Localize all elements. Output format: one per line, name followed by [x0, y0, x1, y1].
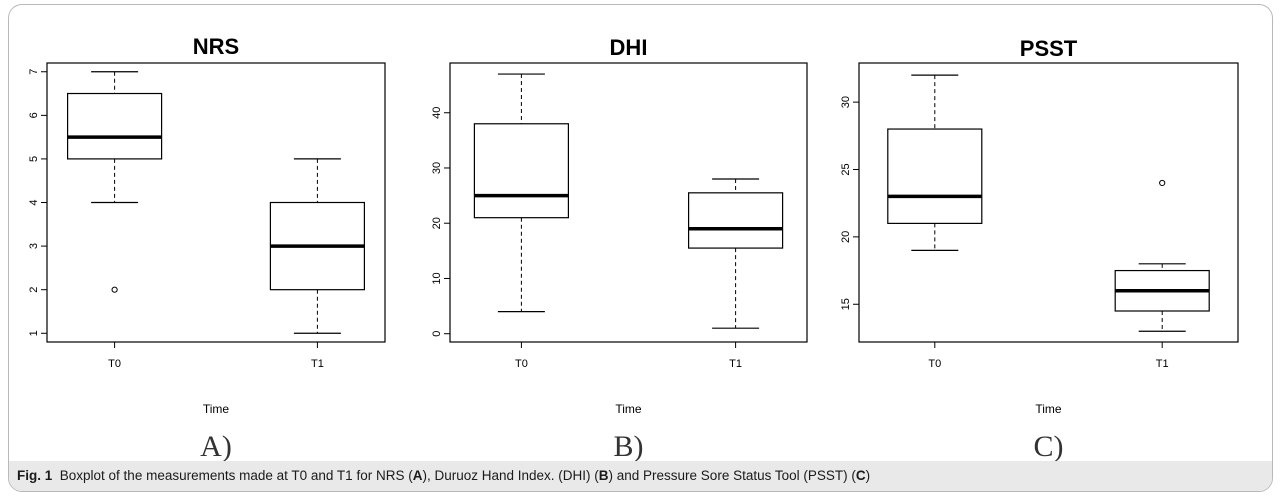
outlier-point: [111, 286, 118, 293]
iqr-box: [687, 192, 784, 249]
chart-title: PSST: [1020, 36, 1078, 61]
y-tick-label: 3: [28, 243, 40, 249]
y-tick-label: 40: [431, 107, 443, 119]
x-tick-label: T0: [108, 358, 121, 370]
x-tick-label: T1: [311, 358, 324, 370]
x-tick-label: T1: [729, 358, 742, 370]
y-tick-label: 4: [28, 199, 40, 205]
chart-panel-3: PSST 15 20 25 30 T0 T1 Time C): [840, 36, 1239, 463]
caption-segment: ): [865, 468, 871, 483]
x-tick-label: T0: [515, 358, 528, 370]
caption-label: Fig. 1: [17, 468, 53, 483]
y-tick-label: 6: [28, 112, 40, 118]
caption-panel-ref: B: [598, 468, 609, 483]
y-tick-label: 30: [840, 96, 852, 108]
y-tick-label: 25: [840, 163, 852, 175]
y-tick-label: 0: [431, 331, 443, 337]
caption-segment: ) and Pressure Sore Status Tool (PSST) (: [608, 468, 856, 483]
caption-segment: Boxplot of the measurements made at T0 a…: [52, 468, 413, 483]
y-tick-label: 15: [840, 298, 852, 310]
boxplot-T0: [66, 71, 163, 293]
caption-bar: Fig. 1 Boxplot of the measurements made …: [9, 461, 1272, 491]
y-tick-label: 10: [431, 272, 443, 284]
x-axis-label: Time: [203, 402, 230, 416]
caption-panel-ref: C: [855, 468, 866, 483]
y-tick-label: 5: [28, 156, 40, 162]
figure-frame: NRS 1 2 3 4 5 6 7 T0 T1 Time A) DHI 0 10 20 30 40 T0 T1 Time…: [8, 4, 1273, 492]
plot-frame: [858, 62, 1239, 343]
boxplot-T1: [269, 158, 365, 334]
panel-letter: A): [200, 430, 232, 463]
boxplot-T0: [473, 73, 569, 313]
figure-caption: Fig. 1 Boxplot of the measurements made …: [17, 468, 870, 483]
y-tick-label: 7: [28, 69, 40, 75]
figure-canvas: NRS 1 2 3 4 5 6 7 T0 T1 Time A) DHI 0 10 20 30 40 T0 T1 Time…: [28, 34, 1239, 463]
x-tick-label: T0: [928, 358, 941, 370]
iqr-box: [473, 123, 569, 219]
y-tick-label: 30: [431, 162, 443, 174]
boxplot-T0: [887, 74, 983, 251]
chart-panel-1: NRS 1 2 3 4 5 6 7 T0 T1 Time A): [28, 34, 386, 463]
boxplot-T1: [1114, 179, 1210, 332]
x-axis-label: Time: [1035, 402, 1062, 416]
chart-panel-2: DHI 0 10 20 30 40 T0 T1 Time B): [431, 35, 808, 463]
chart-title: DHI: [610, 35, 648, 60]
boxplot-T1: [687, 178, 784, 329]
iqr-box: [887, 128, 983, 224]
y-tick-label: 1: [28, 330, 40, 336]
panel-letter: C): [1034, 430, 1064, 463]
iqr-box: [66, 92, 163, 160]
x-axis-label: Time: [615, 402, 642, 416]
caption-panel-ref: A: [412, 468, 423, 483]
x-tick-label: T1: [1156, 358, 1169, 370]
panel-letter: B): [614, 430, 644, 463]
caption-segment: ), Duruoz Hand Index. (DHI) (: [422, 468, 599, 483]
caption-text: Boxplot of the measurements made at T0 a…: [52, 468, 870, 483]
outlier-point: [1159, 179, 1166, 187]
plot-frame: [449, 62, 808, 343]
y-tick-label: 2: [28, 287, 40, 293]
chart-title: NRS: [193, 34, 239, 59]
y-tick-label: 20: [431, 217, 443, 229]
y-tick-label: 20: [840, 231, 852, 243]
